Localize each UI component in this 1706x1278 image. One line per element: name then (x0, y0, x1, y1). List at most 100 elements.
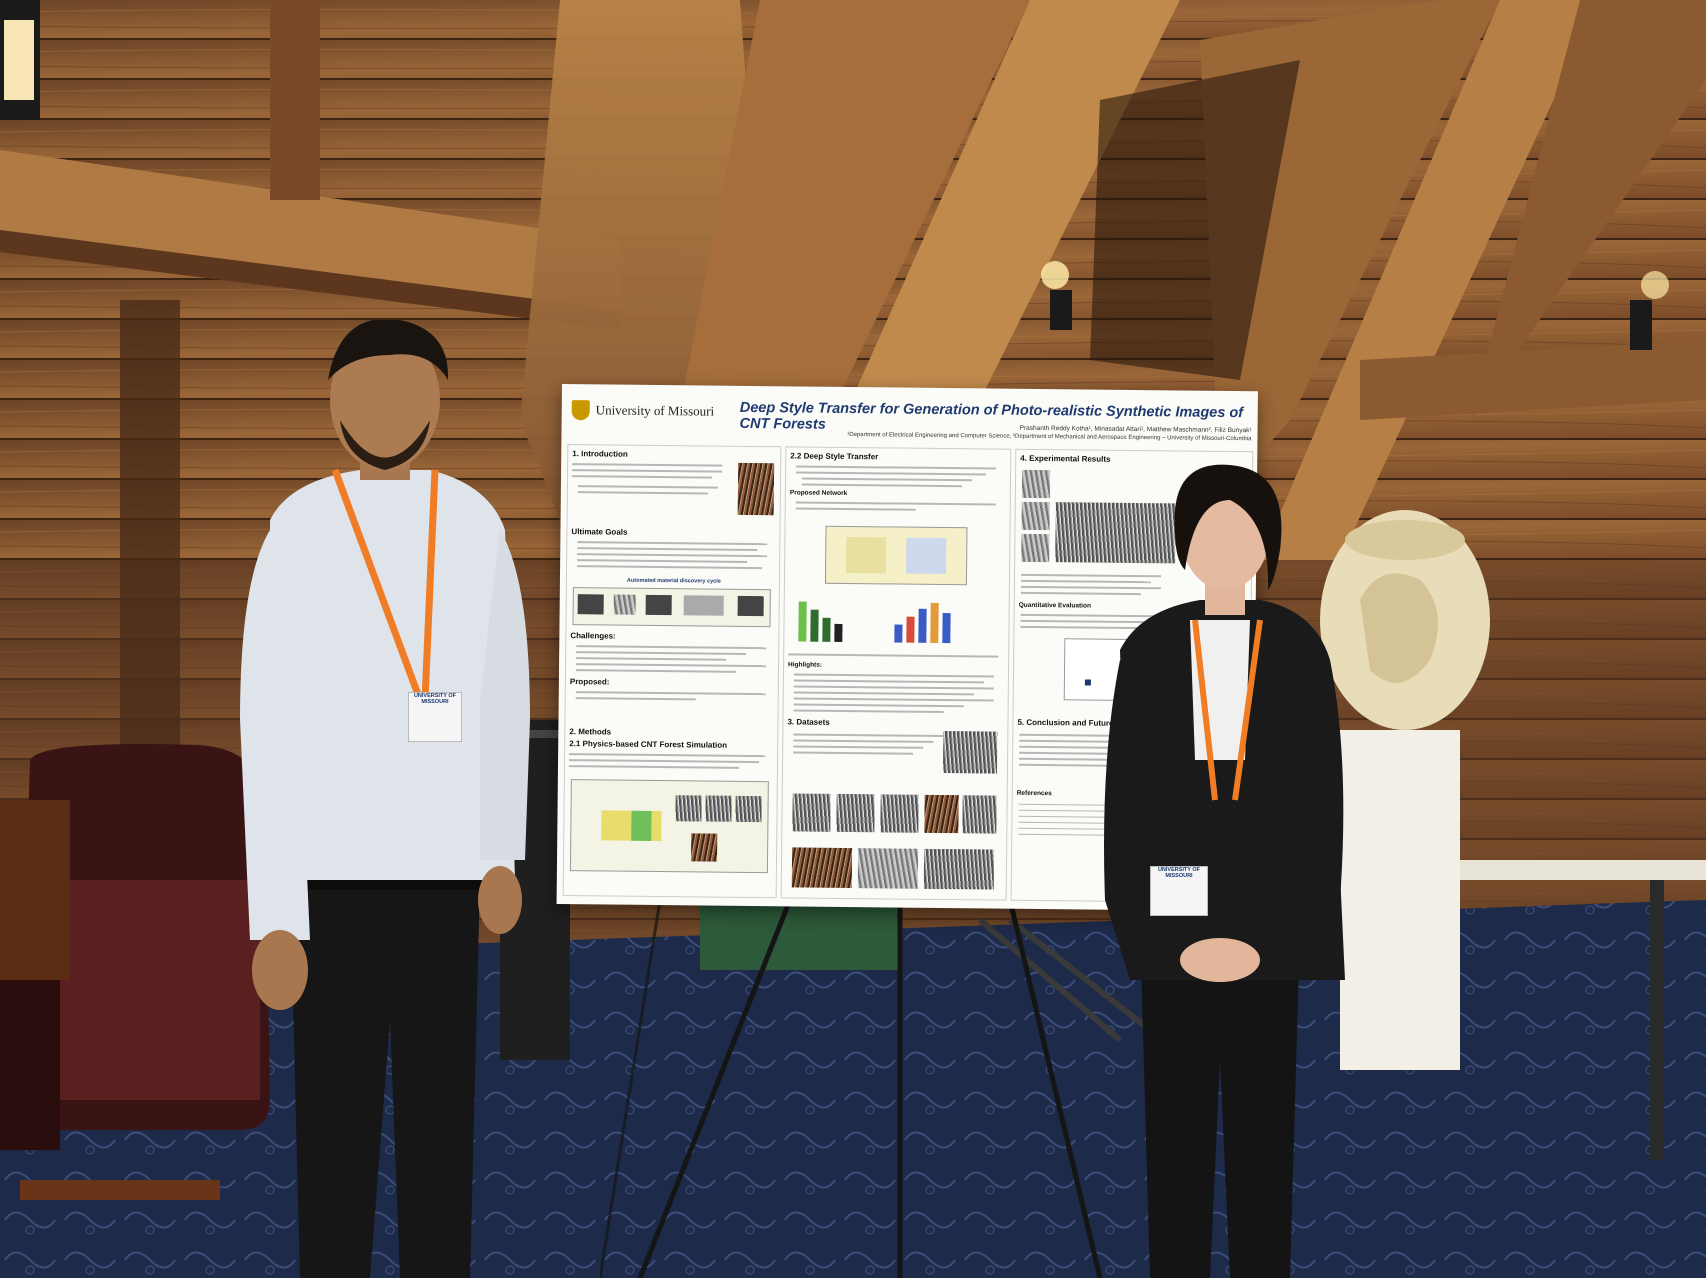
layer-bar (798, 601, 807, 642)
dataset-image (792, 793, 831, 832)
discovery-cycle-diagram (572, 587, 771, 628)
text-line (793, 751, 914, 755)
text-line (793, 733, 944, 738)
text-line (576, 645, 767, 650)
diagram-thumb (577, 594, 604, 615)
university-shield-icon (571, 400, 590, 421)
presenter-right (1104, 464, 1345, 1278)
text-line (793, 679, 984, 684)
text-line (793, 697, 994, 702)
text-line (568, 765, 740, 769)
text-line (793, 673, 994, 678)
text-line (577, 485, 718, 489)
section-proposed: Proposed: (569, 677, 610, 687)
goals-figure-caption: Automated material discovery cycle (626, 577, 721, 585)
section-highlights: Highlights: (788, 661, 823, 669)
layer-bar (906, 616, 915, 643)
text-line (575, 691, 766, 696)
text-line (793, 745, 924, 749)
section-challenges: Challenges: (570, 631, 616, 641)
section-introduction: 1. Introduction (572, 449, 628, 459)
section-quantitative-evaluation: Quantitative Evaluation (1018, 601, 1091, 610)
layer-bar (834, 623, 843, 642)
section-deep-style-transfer: 2.2 Deep Style Transfer (790, 451, 879, 462)
sim-image (705, 795, 732, 822)
text-line (793, 739, 934, 743)
text-line (576, 651, 747, 655)
text-line (575, 669, 737, 673)
section-datasets: 3. Datasets (787, 717, 830, 727)
network-diagram (824, 525, 968, 586)
text-line (577, 541, 768, 546)
layer-bar (894, 624, 903, 643)
text-line (572, 469, 723, 473)
university-name: University of Missouri (595, 402, 715, 419)
dataset-image (962, 795, 997, 834)
decoder-layers (894, 598, 951, 644)
diagram-thumb (645, 594, 672, 616)
section-simulation: 2.1 Physics-based CNT Forest Simulation (569, 739, 728, 750)
simulation-diagram (569, 779, 769, 874)
text-line (802, 477, 973, 482)
text-line (577, 559, 748, 563)
section-references: References (1016, 789, 1052, 798)
section-methods: 2. Methods (569, 727, 612, 737)
result-image (1021, 501, 1050, 531)
diagram-thumb (737, 595, 764, 617)
name-badge-left: UNIVERSITY OF MISSOURI (408, 692, 462, 742)
layer-bar (822, 617, 831, 642)
text-line (576, 663, 767, 668)
sim-stage (631, 810, 652, 841)
diagram-thumb (613, 594, 636, 615)
text-line (793, 703, 964, 708)
network-block (846, 536, 887, 574)
dataset-image (880, 794, 919, 833)
poster-column-1: 1. Introduction Ultimate Goals Automated… (562, 444, 782, 899)
poster-easel (600, 880, 1103, 1278)
text-line (788, 653, 999, 658)
cnt-forest-image (737, 462, 775, 516)
badge-org: UNIVERSITY OF MISSOURI (1157, 867, 1201, 879)
text-line (572, 475, 713, 479)
text-line (575, 697, 696, 701)
diagram-thumb (683, 595, 724, 616)
dataset-image (942, 731, 998, 774)
encoder-layers (798, 597, 843, 642)
layer-bar (918, 608, 927, 643)
result-image (1021, 469, 1051, 499)
text-line (793, 709, 944, 714)
section-experimental-results: 4. Experimental Results (1020, 453, 1111, 464)
text-line (801, 483, 962, 488)
text-line (796, 471, 987, 476)
dataset-image (924, 794, 959, 834)
layer-bar (930, 602, 939, 643)
text-line (577, 491, 708, 495)
section-proposed-network: Proposed Network (789, 489, 848, 497)
text-line (795, 501, 996, 506)
name-badge-right: UNIVERSITY OF MISSOURI (1150, 866, 1208, 916)
presenter-left (240, 320, 530, 1278)
text-line (577, 553, 768, 558)
text-line (576, 657, 727, 661)
sim-image (735, 795, 762, 823)
university-logo: University of Missouri (571, 400, 715, 421)
real-cnt-image (791, 847, 853, 889)
sim-image (691, 833, 718, 862)
layer-bar (810, 609, 819, 642)
text-line (796, 465, 997, 470)
plot-point (1084, 679, 1091, 686)
result-image (1021, 533, 1050, 563)
text-line (572, 463, 723, 467)
real-cnt-image (857, 848, 919, 889)
text-line (569, 759, 760, 764)
text-line (577, 547, 758, 552)
text-line (793, 691, 974, 696)
dataset-image (836, 793, 875, 833)
text-line (569, 753, 766, 758)
sim-image (675, 795, 702, 822)
real-cnt-image (923, 848, 995, 890)
section-ultimate-goals: Ultimate Goals (571, 527, 628, 537)
layer-bar (942, 612, 951, 644)
poster-column-2: 2.2 Deep Style Transfer Proposed Network (780, 446, 1012, 901)
text-line (577, 565, 763, 570)
